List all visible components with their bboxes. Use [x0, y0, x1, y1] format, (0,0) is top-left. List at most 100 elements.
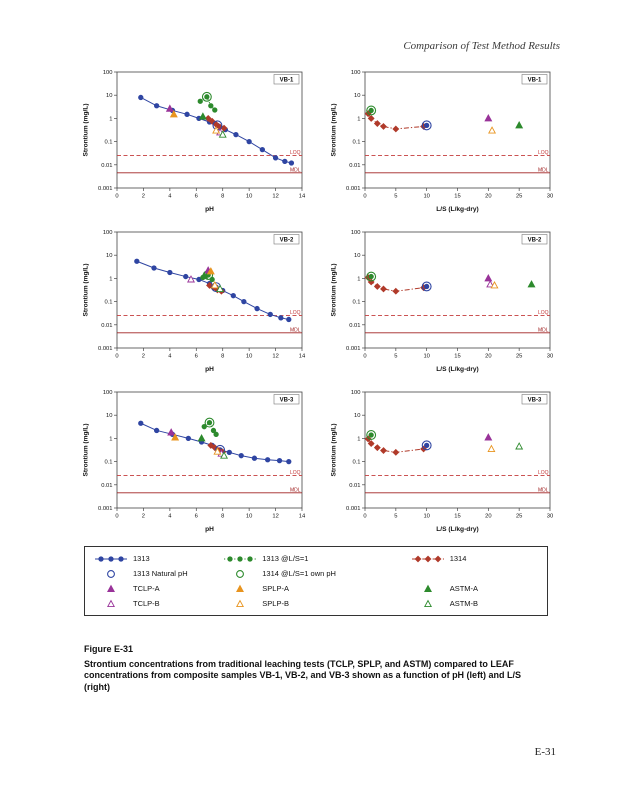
legend-label: 1313 Natural pH [133, 569, 188, 578]
svg-text:0: 0 [363, 514, 366, 520]
svg-text:10: 10 [106, 413, 112, 419]
svg-text:Strontium (mg/L): Strontium (mg/L) [331, 423, 338, 476]
svg-text:10: 10 [246, 354, 252, 360]
legend-label: 1313 [133, 554, 150, 563]
svg-text:1: 1 [109, 276, 112, 282]
legend-marker-circle-icon [224, 555, 257, 562]
svg-text:0: 0 [115, 194, 118, 200]
svg-text:10: 10 [354, 253, 360, 259]
svg-text:0.001: 0.001 [346, 506, 361, 512]
svg-text:12: 12 [272, 194, 278, 200]
svg-text:2: 2 [142, 514, 145, 520]
charts-grid: 0 2 4 6 8 10 12 14 100 10 1 0.1 0.01 0.001 pH Strontium… [80, 64, 560, 534]
chart-vb1-vs-ls: 0 5 10 15 20 25 30 100 10 1 0.1 0.01 0.001 L/S (L/kg-… [331, 70, 554, 213]
svg-text:100: 100 [103, 70, 113, 76]
svg-text:5: 5 [394, 194, 397, 200]
svg-text:0: 0 [115, 514, 118, 520]
svg-text:0.001: 0.001 [98, 346, 113, 352]
svg-text:12: 12 [272, 354, 278, 360]
svg-text:0.1: 0.1 [352, 300, 360, 306]
svg-text:0.1: 0.1 [104, 140, 112, 146]
svg-text:5: 5 [394, 514, 397, 520]
svg-text:15: 15 [454, 514, 460, 520]
svg-text:MDL: MDL [538, 167, 549, 173]
legend-item: ASTM-A [410, 581, 539, 596]
legend-item: TCLP-B [93, 596, 222, 611]
svg-text:10: 10 [246, 514, 252, 520]
legend-label: TCLP-A [133, 584, 160, 593]
svg-text:0.001: 0.001 [98, 186, 113, 192]
legend-label: SPLP-B [262, 599, 289, 608]
svg-text:0: 0 [363, 194, 366, 200]
svg-text:4: 4 [168, 194, 172, 200]
svg-text:LOQ: LOQ [538, 150, 549, 156]
figure-label: Figure E-31 [84, 644, 134, 654]
legend-marker-triangle-icon [236, 584, 245, 592]
svg-text:0.1: 0.1 [104, 460, 112, 466]
legend-label: ASTM-A [449, 584, 479, 593]
svg-text:0: 0 [115, 354, 118, 360]
svg-text:100: 100 [103, 390, 113, 396]
svg-text:10: 10 [423, 194, 429, 200]
svg-text:100: 100 [103, 230, 113, 236]
legend-marker-ring-icon [107, 569, 115, 578]
running-header: Comparison of Test Method Results [403, 40, 560, 52]
legend-marker-circle-icon [95, 555, 127, 562]
svg-text:pH: pH [205, 206, 214, 213]
svg-text:MDL: MDL [290, 487, 301, 493]
svg-text:10: 10 [354, 413, 360, 419]
svg-text:MDL: MDL [538, 487, 549, 493]
svg-text:Strontium (mg/L): Strontium (mg/L) [83, 103, 90, 156]
chart-vb3-vs-ls: 0 5 10 15 20 25 30 100 10 1 0.1 0.01 0.001 L/S (L/kg-… [331, 390, 554, 533]
svg-text:6: 6 [195, 514, 198, 520]
svg-text:25: 25 [516, 354, 522, 360]
figure-caption-text: Strontium concentrations from traditiona… [84, 658, 522, 693]
svg-text:LOQ: LOQ [538, 470, 549, 476]
svg-text:8: 8 [221, 354, 224, 360]
svg-text:0: 0 [363, 354, 366, 360]
svg-text:30: 30 [547, 514, 553, 520]
svg-text:LOQ: LOQ [290, 310, 301, 316]
svg-text:25: 25 [516, 514, 522, 520]
svg-text:1: 1 [109, 116, 112, 122]
svg-text:14: 14 [299, 354, 306, 360]
svg-text:15: 15 [454, 194, 460, 200]
svg-text:10: 10 [246, 194, 252, 200]
legend-item: 1314 [410, 551, 539, 566]
svg-text:0.01: 0.01 [101, 163, 112, 169]
svg-text:30: 30 [547, 354, 553, 360]
svg-text:VB-1: VB-1 [528, 78, 542, 84]
legend-marker-ring-icon [236, 569, 245, 578]
legend-item: ASTM-B [410, 596, 539, 611]
svg-text:100: 100 [351, 70, 361, 76]
legend-spacer [410, 566, 539, 581]
svg-text:0.01: 0.01 [101, 323, 112, 329]
svg-text:14: 14 [299, 194, 306, 200]
svg-text:0.001: 0.001 [346, 346, 361, 352]
svg-text:0.1: 0.1 [104, 300, 112, 306]
legend-label: SPLP-A [262, 584, 289, 593]
legend-marker-triangle-icon [423, 584, 432, 592]
chart-vb2-vs-ls: 0 5 10 15 20 25 30 100 10 1 0.1 0.01 0.001 L/S (L/kg-… [331, 230, 554, 373]
svg-text:0.01: 0.01 [349, 163, 360, 169]
svg-text:0.001: 0.001 [98, 506, 113, 512]
svg-text:Strontium (mg/L): Strontium (mg/L) [83, 423, 90, 476]
legend-item: 1313 @L/S=1 [222, 551, 409, 566]
svg-text:Strontium (mg/L): Strontium (mg/L) [331, 103, 338, 156]
figure-caption: Figure E-31 Strontium concentrations fro… [84, 644, 534, 694]
legend-marker-triangle-icon [107, 599, 115, 607]
svg-text:Strontium (mg/L): Strontium (mg/L) [331, 263, 338, 316]
svg-text:25: 25 [516, 194, 522, 200]
svg-text:L/S (L/kg-dry): L/S (L/kg-dry) [436, 206, 479, 213]
svg-text:20: 20 [485, 194, 491, 200]
svg-text:VB-2: VB-2 [528, 238, 542, 244]
svg-text:10: 10 [423, 354, 429, 360]
svg-text:10: 10 [106, 253, 112, 259]
svg-text:LOQ: LOQ [290, 150, 301, 156]
svg-text:0.01: 0.01 [349, 483, 360, 489]
svg-text:4: 4 [168, 354, 172, 360]
svg-text:10: 10 [354, 93, 360, 99]
svg-text:1: 1 [357, 116, 360, 122]
legend-item: 1314 @L/S=1 own pH [222, 566, 409, 581]
